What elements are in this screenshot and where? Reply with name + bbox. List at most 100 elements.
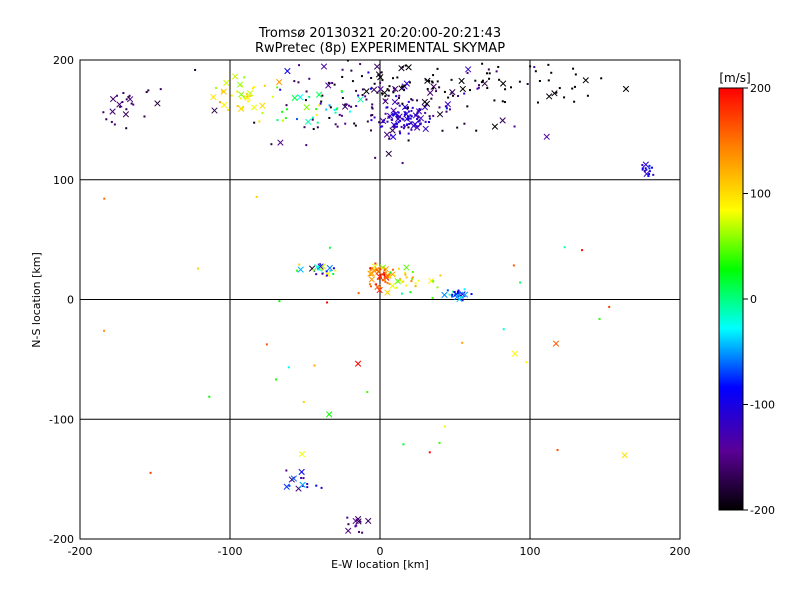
x-tick-label: 100 — [520, 545, 541, 558]
echo-dot — [555, 91, 558, 94]
echo-dot — [397, 111, 400, 114]
echo-dot — [571, 87, 574, 90]
echo-dot — [306, 483, 309, 486]
echo-dot — [428, 79, 431, 82]
echo-dot — [387, 115, 390, 118]
echo-dot — [321, 268, 324, 271]
echo-dot — [361, 94, 364, 97]
echo-cross — [441, 291, 448, 299]
echo-dot — [145, 91, 148, 94]
echo-dot — [353, 122, 356, 125]
echo-dot — [461, 341, 464, 344]
echo-cross — [297, 94, 304, 101]
echo-dot — [388, 273, 391, 276]
echo-dot — [385, 106, 388, 109]
echo-dot — [392, 113, 395, 116]
colorbar-ticks: 200 100 0 -100 -200 — [743, 82, 775, 517]
echo-cross — [421, 104, 429, 111]
echo-dot — [305, 90, 308, 93]
echo-dot — [382, 271, 385, 274]
echo-dot — [392, 125, 395, 128]
echo-dot — [219, 101, 222, 104]
echo-dot — [407, 100, 410, 103]
echo-dot — [336, 125, 339, 128]
echo-dot — [374, 283, 377, 286]
echo-dot — [236, 90, 239, 93]
echo-dot — [457, 94, 460, 97]
echo-cross — [109, 108, 116, 115]
echo-dot — [518, 80, 521, 83]
echo-dot — [443, 425, 446, 428]
echo-dot — [563, 96, 566, 99]
echo-cross — [299, 481, 306, 488]
echo-dot — [456, 294, 459, 297]
echo-dot — [398, 130, 401, 133]
echo-dot — [393, 126, 396, 129]
echo-dot — [389, 275, 392, 278]
echo-cross — [297, 266, 304, 273]
echo-cross — [382, 98, 389, 105]
echo-cross — [373, 63, 381, 70]
echo-dot — [435, 90, 438, 93]
echo-dot — [556, 449, 559, 452]
echo-dot — [405, 284, 408, 287]
echo-dot — [448, 108, 451, 111]
echo-dot — [197, 267, 200, 270]
echo-dot — [480, 81, 483, 84]
echo-dot — [432, 280, 435, 283]
echo-dot — [376, 91, 379, 94]
echo-dot — [379, 286, 382, 289]
echo-dot — [391, 118, 394, 121]
echo-dot — [293, 80, 296, 83]
echo-dot — [345, 103, 348, 106]
echo-dot — [383, 276, 386, 279]
echo-dot — [445, 105, 448, 108]
echo-dot — [457, 289, 460, 292]
x-tick-label: -100 — [218, 545, 243, 558]
echo-cross — [326, 264, 333, 272]
echo-dot — [315, 273, 318, 276]
echo-cross — [220, 88, 227, 95]
echo-dot — [404, 271, 407, 274]
echo-dot — [302, 477, 305, 480]
colorbar-tick-label: 100 — [750, 188, 771, 201]
echo-dot — [510, 86, 513, 89]
echo-dot — [474, 79, 477, 82]
echo-dot — [488, 72, 491, 75]
y-tick-label: 0 — [67, 294, 74, 307]
echo-dot — [404, 273, 407, 276]
echo-dot — [456, 291, 459, 294]
echo-dot — [325, 270, 328, 273]
colorbar-tick-label: 200 — [750, 82, 771, 95]
echo-dot — [149, 471, 152, 474]
echo-dot — [315, 108, 318, 111]
echo-cross — [413, 124, 421, 131]
echo-cross — [325, 82, 332, 89]
echo-dot — [417, 109, 420, 112]
echo-dot — [445, 107, 448, 110]
echo-dot — [333, 83, 336, 86]
echo-dot — [456, 126, 459, 129]
echo-cross — [288, 476, 296, 483]
echo-cross — [238, 91, 245, 98]
echo-dot — [648, 173, 651, 176]
echo-dot — [370, 268, 373, 271]
echo-dot — [103, 197, 106, 200]
echo-dot — [407, 139, 410, 142]
echo-dot — [333, 108, 336, 111]
echo-cross — [284, 67, 291, 75]
echo-dot — [276, 119, 279, 122]
echo-dot — [113, 123, 116, 126]
echo-dot — [446, 289, 449, 292]
echo-dot — [317, 265, 320, 268]
echo-dot — [313, 364, 316, 367]
echo-dot — [399, 279, 402, 282]
echo-dot — [533, 66, 536, 69]
echo-dot — [371, 103, 374, 106]
echo-dot — [386, 120, 389, 123]
echo-dot — [428, 451, 431, 454]
echo-dot — [439, 274, 442, 277]
echo-dot — [451, 293, 454, 296]
colorbar-label: [m/s] — [719, 71, 750, 85]
